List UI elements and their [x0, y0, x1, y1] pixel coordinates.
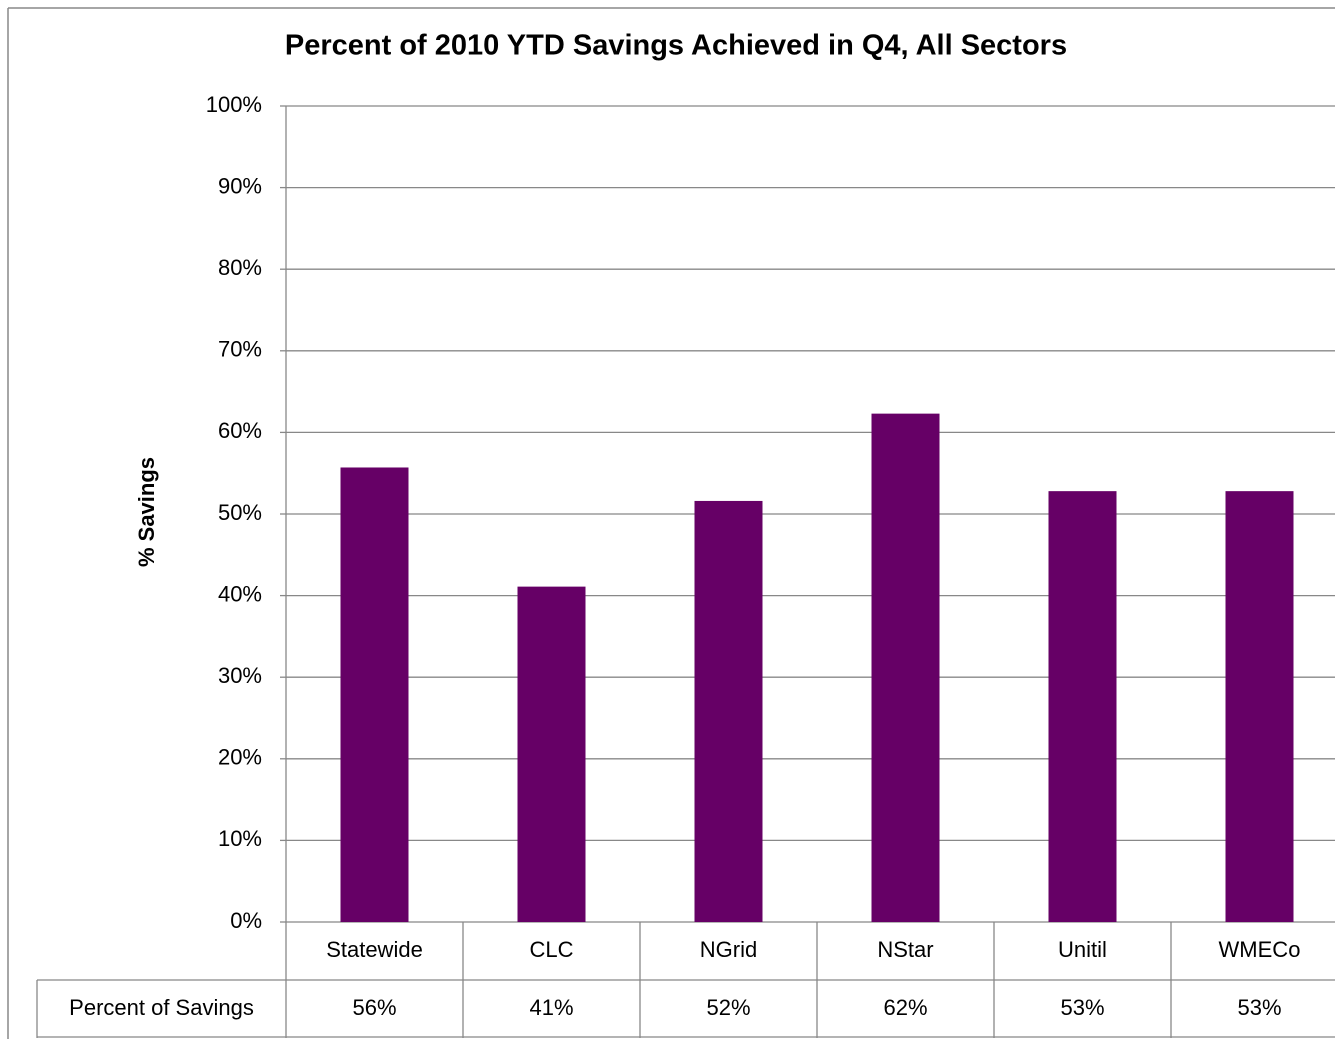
table-value-label: 53% — [1237, 995, 1281, 1020]
table-value-label: 41% — [529, 995, 573, 1020]
y-tick-label: 0% — [230, 908, 262, 933]
bar — [1225, 491, 1294, 922]
table-legend-label: Percent of Savings — [69, 995, 254, 1020]
y-tick-label: 40% — [218, 581, 262, 606]
y-tick-label: 50% — [218, 500, 262, 525]
bar — [1048, 491, 1117, 922]
y-tick-label: 80% — [218, 255, 262, 280]
y-tick-label: 20% — [218, 745, 262, 770]
x-tick-label: NStar — [877, 937, 933, 962]
bar — [694, 500, 763, 922]
y-tick-label: 10% — [218, 826, 262, 851]
bar — [517, 586, 586, 922]
table-value-label: 56% — [352, 995, 396, 1020]
bar — [340, 467, 409, 922]
table-value-label: 53% — [1060, 995, 1104, 1020]
y-tick-label: 60% — [218, 418, 262, 443]
y-tick-label: 30% — [218, 663, 262, 688]
table-value-label: 62% — [883, 995, 927, 1020]
bar — [871, 413, 940, 922]
y-tick-label: 90% — [218, 173, 262, 198]
chart-title: Percent of 2010 YTD Savings Achieved in … — [285, 30, 1067, 62]
x-tick-label: CLC — [529, 937, 573, 962]
x-tick-label: NGrid — [700, 937, 757, 962]
y-tick-label: 70% — [218, 337, 262, 362]
y-tick-label: 100% — [206, 92, 262, 117]
x-tick-label: Unitil — [1058, 937, 1107, 962]
y-axis-label: % Savings — [134, 457, 159, 567]
table-value-label: 52% — [706, 995, 750, 1020]
x-tick-label: Statewide — [326, 937, 423, 962]
x-tick-label: WMECo — [1219, 937, 1301, 962]
